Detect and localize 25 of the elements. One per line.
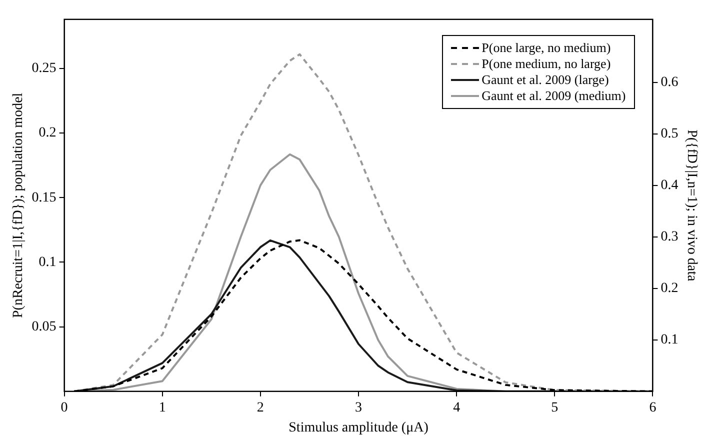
y-tick-label: 0.15 [32,190,56,206]
legend-label: Gaunt et al. 2009 (medium) [482,88,626,104]
x-axis-title: Stimulus amplitude (μA) [288,420,429,436]
x-tick-label: 2 [256,400,264,416]
legend-label: P(one medium, no large) [482,56,611,72]
x-tick-label: 5 [551,400,558,416]
x-tick-label: 6 [649,400,656,416]
y-tick-label: 0.05 [32,319,56,334]
x-tick-label: 4 [453,400,460,416]
y2-tick-label: 0.1 [660,332,678,348]
legend-label: P(one large, no medium) [482,40,611,56]
y-tick-label: 0.1 [38,254,56,270]
legend-label: Gaunt et al. 2009 (large) [482,72,609,88]
y2-tick-label: 0.4 [660,178,678,193]
y2-tick-label: 0.6 [660,74,678,90]
y-axis-title: P(nRecruit=1|I,{fD}); population model [11,92,26,318]
y2-axis-title: P({fD}|I,n=1); in vivo data [684,130,699,282]
x-tick-label: 3 [355,400,362,416]
y-tick-label: 0.25 [32,61,56,76]
y2-tick-label: 0.2 [660,281,678,296]
x-tick-label: 1 [158,400,166,416]
y2-tick-label: 0.5 [660,126,678,142]
y-tick-label: 0.2 [38,126,56,141]
x-tick-label: 0 [60,400,68,416]
y2-tick-label: 0.3 [660,230,678,244]
